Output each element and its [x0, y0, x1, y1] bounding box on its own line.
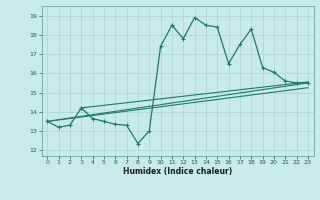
- X-axis label: Humidex (Indice chaleur): Humidex (Indice chaleur): [123, 167, 232, 176]
